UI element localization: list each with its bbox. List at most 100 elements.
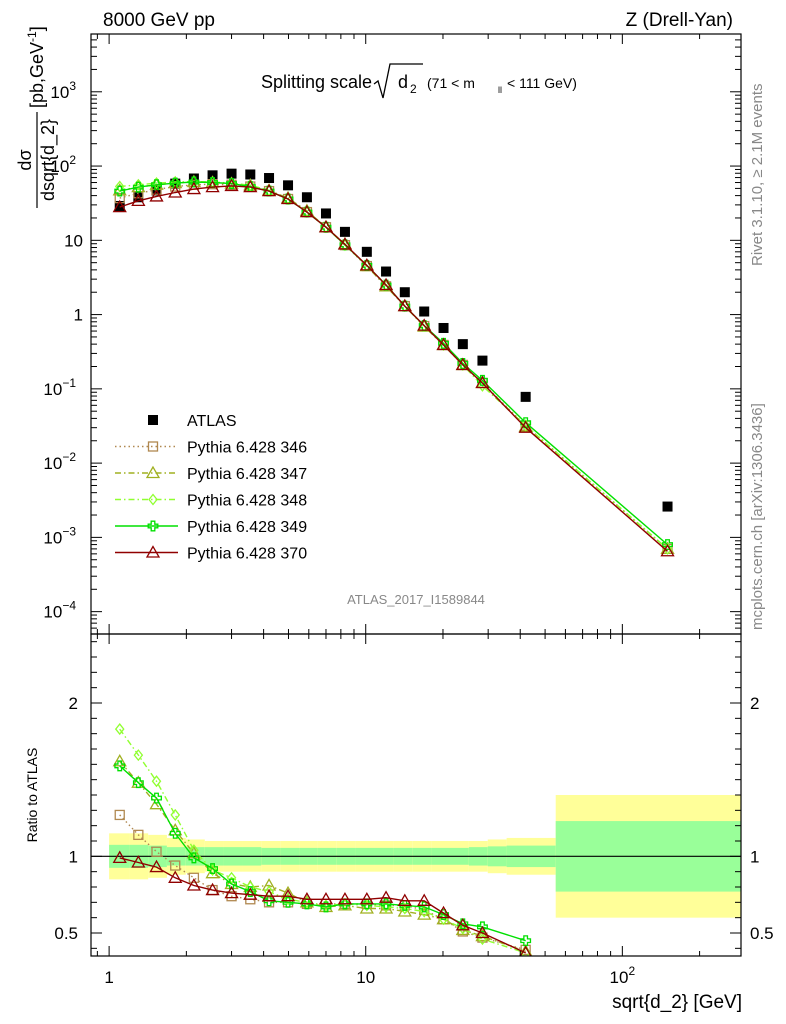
ratio-point [359,901,374,914]
ratio-point [476,921,488,933]
series-line [119,185,668,552]
ratio-point [244,886,256,898]
mc-point [261,183,277,197]
ratio-uncertainty-bands [109,795,741,918]
ratio-point [188,852,200,864]
y-tick-base: 10 [50,157,69,176]
main-series-layer [112,168,675,557]
main-ylabel: dσ dsqrt{d_2} [pb,GeV-1] [15,26,59,208]
ratio-point [207,864,218,877]
y-tick-exp: 2 [69,153,76,167]
ratio-point [224,885,239,899]
ratio-y-tick-label-left: 1 [69,847,78,866]
atlas-data-point [477,355,488,366]
mc-point [436,337,451,351]
mc-point [662,542,673,555]
legend-marker [145,545,161,558]
ratio-ylabel: Ratio to ATLAS [24,748,40,843]
atlas-data-point [320,208,331,219]
mc-point [114,185,126,197]
y-tick-label: 103 [50,79,76,102]
ratio-y-tick-label-right: 2 [750,694,759,713]
ratio-point [168,870,183,883]
mc-point [378,277,394,291]
ratio-series-line [119,728,526,954]
title-range-pre: (71 < m [427,75,475,91]
x-tick-exp: 2 [628,964,635,978]
ratio-y-tick-label-right: 1 [750,847,759,866]
legend-entry: Pythia 6.428 370 [115,545,307,563]
ylabel-units-end: ] [27,26,47,31]
mc-point [169,177,181,189]
ylabel-units: [pb,GeV-1] [25,26,47,108]
y-tick-label: 10−2 [43,450,76,473]
y-tick-label: 1 [74,306,83,325]
legend-marker [148,415,158,425]
ratio-point [114,760,126,772]
y-tick-exp: −3 [62,524,76,538]
y-tick-base: 10 [43,603,62,622]
ratio-point [112,753,127,767]
mc-point [114,180,125,193]
ratio-point [112,850,127,864]
ratio-point [226,871,237,884]
ylabel-units-sup: -1 [25,31,39,42]
ratio-point [261,878,277,891]
ratio-point [455,918,470,931]
y-tick-label: 10−3 [43,524,76,547]
legend-label: Pythia 6.428 348 [187,493,307,510]
mc-point [132,181,144,193]
mc-point [205,179,220,193]
legend-label: Pythia 6.428 347 [187,466,307,483]
mcplots-label: mcplots.cern.ch [arXiv:1306.3436] [749,403,766,630]
ratio-point [131,855,146,868]
y-tick-base: 10 [43,380,62,399]
ratio-point [520,935,532,947]
atlas-data-point [339,226,350,237]
title-sqrt-var: d [398,72,408,92]
mc-point [151,179,162,191]
ratio-series-line [119,857,526,954]
atlas-data-point [438,322,449,333]
ratio-point [419,905,430,918]
y-tick-exp: 3 [69,79,76,93]
ratio-point [114,809,125,821]
ratio-point [397,904,412,917]
atlas-data-point [283,180,294,191]
mc-point [114,192,125,204]
legend-marker [147,520,159,532]
title-text: Splitting scale [261,72,372,92]
ratio-point [417,907,432,920]
legend-label: Pythia 6.428 349 [187,519,307,536]
y-tick-base: 10 [43,454,62,473]
y-tick-label: 102 [50,153,76,176]
atlas-data-point [114,200,125,211]
ratio-point [207,863,219,875]
x-tick-label: 102 [610,964,636,987]
legend-label: Pythia 6.428 370 [187,546,307,563]
y-tick-label: 10−1 [43,376,76,399]
ratio-point [243,887,258,900]
y-tick-base: 1 [74,306,83,325]
x-tick-base: 10 [610,968,629,987]
ratio-point [151,846,162,857]
y-tick-exp: −4 [62,599,76,613]
title-sqrt-sub: 2 [410,82,417,96]
legend: ATLAS Pythia 6.428 346 Pythia 6.428 347 Pyt… [115,413,307,563]
mc-point [518,420,533,433]
legend-marker [147,441,159,452]
mc-point [133,178,144,191]
y-tick-base: 10 [43,528,62,547]
y-tick-label: 10 [64,231,83,250]
sqrt-sign [373,63,423,99]
x-tick-label: 1 [104,968,113,987]
y-tick-base: 10 [64,231,83,250]
title-range-sub: ll [498,85,502,95]
legend-entry: Pythia 6.428 349 [115,519,307,536]
mc-point [520,417,532,429]
atlas-data-point [419,306,430,317]
legend-entry: Pythia 6.428 348 [115,493,307,510]
ratio-y-tick-label-left: 0.5 [54,924,78,943]
